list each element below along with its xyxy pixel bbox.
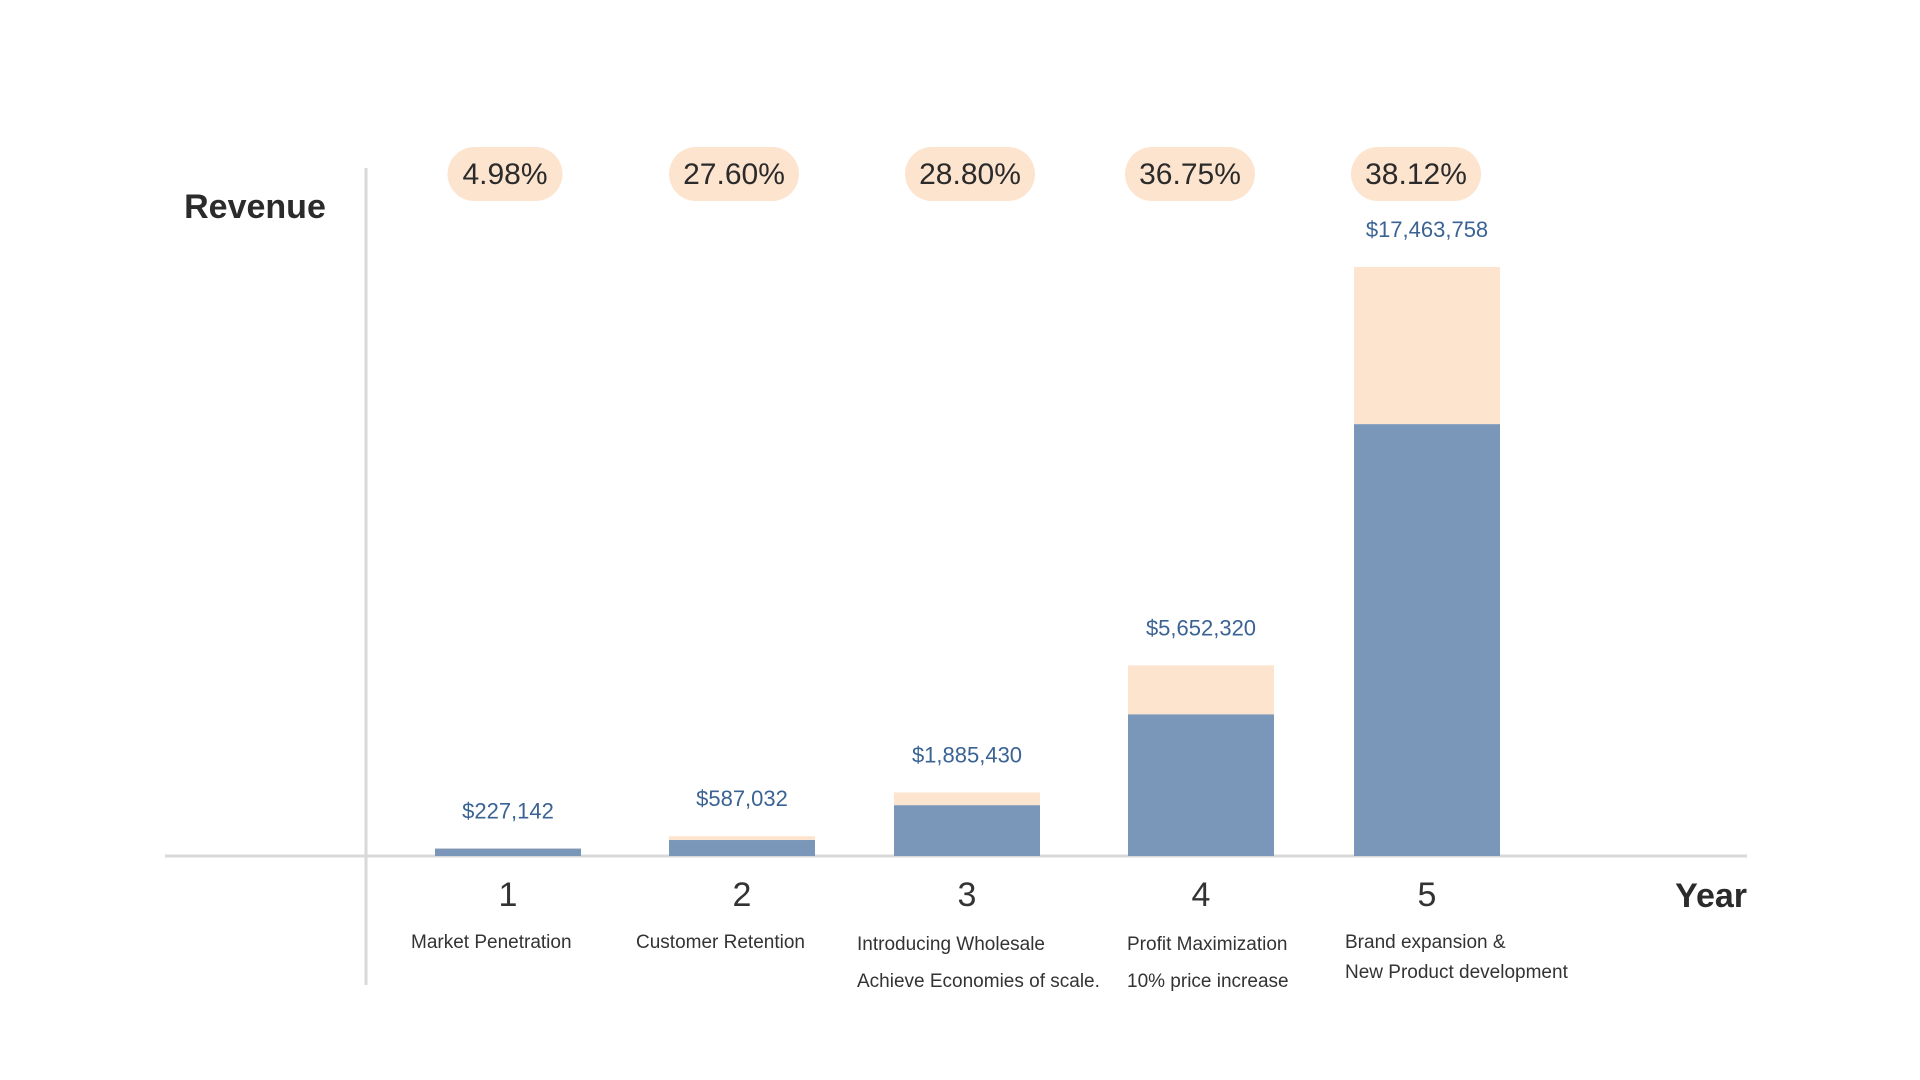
category-description: New Product development — [1345, 962, 1569, 983]
bar-top-segment — [1128, 665, 1274, 715]
x-tick-label: 5 — [1418, 876, 1437, 914]
bar-base-segment — [894, 805, 1040, 856]
category-description: 10% price increase — [1127, 971, 1289, 992]
x-tick-label: 4 — [1192, 876, 1211, 914]
x-tick-label: 3 — [958, 876, 977, 914]
x-axis-title: Year — [1675, 877, 1747, 915]
percent-pill — [905, 147, 1035, 201]
percent-pill — [669, 147, 799, 201]
category-description: Market Penetration — [411, 932, 572, 953]
bar-top-segment — [894, 792, 1040, 806]
category-description: Profit Maximization — [1127, 934, 1288, 955]
percent-pill — [1351, 147, 1481, 201]
bar-top-segment — [1354, 267, 1500, 425]
category-description: Introducing Wholesale — [857, 934, 1045, 955]
bar-value-label: $587,032 — [696, 786, 788, 811]
bar-base-segment — [1354, 424, 1500, 856]
bar-value-label: $227,142 — [462, 798, 554, 823]
bar-base-segment — [435, 848, 581, 856]
bar-base-segment — [669, 840, 815, 856]
bar-base-segment — [1128, 714, 1274, 856]
percent-label: 38.12% — [1365, 158, 1467, 191]
percent-pill — [447, 147, 563, 201]
bar-top-segment — [669, 836, 815, 841]
x-tick-label: 1 — [499, 876, 518, 914]
x-tick-label: 2 — [733, 876, 752, 914]
bars-group: $227,142 4.98% 1 Market Penetration $587,032… — [411, 147, 1569, 992]
category-description: Customer Retention — [636, 932, 805, 953]
y-axis-title: Revenue — [184, 188, 326, 226]
bar-value-label: $17,463,758 — [1366, 217, 1488, 242]
bar-value-label: $1,885,430 — [912, 742, 1022, 767]
bar-value-label: $5,652,320 — [1146, 615, 1256, 640]
percent-label: 28.80% — [919, 158, 1021, 191]
category-description: Brand expansion & — [1345, 932, 1506, 953]
percent-label: 27.60% — [683, 158, 785, 191]
percent-label: 4.98% — [462, 158, 547, 191]
category-description: Achieve Economies of scale. — [857, 971, 1100, 992]
percent-label: 36.75% — [1139, 158, 1241, 191]
percent-pill — [1125, 147, 1255, 201]
